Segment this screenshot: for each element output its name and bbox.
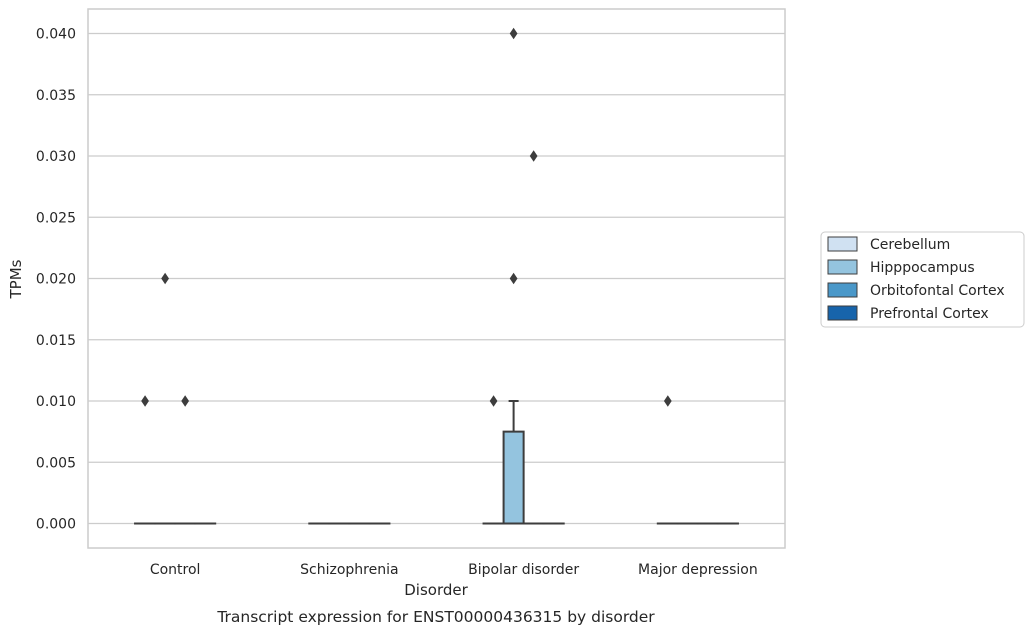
y-tick-label: 0.040 <box>36 27 76 43</box>
x-tick-label-control: Control <box>150 562 201 578</box>
legend-swatch-prefrontal-cortex <box>827 305 858 321</box>
outliers <box>141 27 672 407</box>
box-major-depression-cerebellum-outlier <box>663 395 672 407</box>
legend-swatch-hipppocampus <box>827 259 858 275</box>
x-tick-label-bipolar-disorder: Bipolar disorder <box>468 562 579 578</box>
box-bipolar-disorder-hipppocampus-outlier <box>509 272 518 285</box>
legend-swatch-cerebellum <box>827 236 858 252</box>
x-axis-label: Disorder <box>404 581 468 599</box>
legend-frame <box>820 231 1025 328</box>
legend-label-orbitofontal-cortex: Orbitofontal Cortex <box>870 283 1005 299</box>
legend: Cerebellum Hipppocampus Orbitofontal Corte… <box>820 231 1025 328</box>
y-tick-labels: 0.000 0.005 0.010 0.015 0.020 0.025 0.030 0.035… <box>36 27 76 533</box>
y-axis-label: TPMs <box>7 259 25 299</box>
y-tick-label: 0.015 <box>36 333 76 349</box>
y-tick-label: 0.010 <box>36 394 76 410</box>
x-tick-label-major-depression: Major depression <box>638 562 758 578</box>
y-tick-label: 0.000 <box>36 517 76 533</box>
box-control-hipppocampus-outlier <box>161 272 169 285</box>
boxes <box>134 400 739 525</box>
x-tick-labels: Control Schizophrenia Bipolar disorder Majo… <box>150 562 758 578</box>
box-control-orbitofontal-cortex-outlier <box>181 395 190 407</box>
chart-caption: Transcript expression for ENST0000043631… <box>216 608 655 626</box>
y-tick-label: 0.035 <box>36 88 76 104</box>
box-control-cerebellum-outlier <box>141 395 149 407</box>
y-tick-label: 0.020 <box>36 272 76 288</box>
legend-label-hipppocampus: Hipppocampus <box>870 260 975 276</box>
box-bipolar-disorder-hipppocampus <box>502 430 525 525</box>
y-tick-label: 0.025 <box>36 210 76 226</box>
y-tick-label: 0.005 <box>36 455 76 471</box>
box-bipolar-disorder-orbitofontal-cortex-outlier <box>529 150 538 162</box>
box-bipolar-disorder-cerebellum-outlier <box>489 395 498 407</box>
box-bipolar-disorder-hipppocampus-outlier <box>509 27 518 40</box>
gridlines <box>88 32 785 525</box>
legend-swatch-orbitofontal-cortex <box>827 282 858 298</box>
x-tick-label-schizophrenia: Schizophrenia <box>300 562 398 578</box>
legend-label-prefrontal-cortex: Prefrontal Cortex <box>870 306 989 322</box>
legend-label-cerebellum: Cerebellum <box>870 237 950 253</box>
plot-frame <box>87 8 786 549</box>
y-tick-label: 0.030 <box>36 149 76 165</box>
